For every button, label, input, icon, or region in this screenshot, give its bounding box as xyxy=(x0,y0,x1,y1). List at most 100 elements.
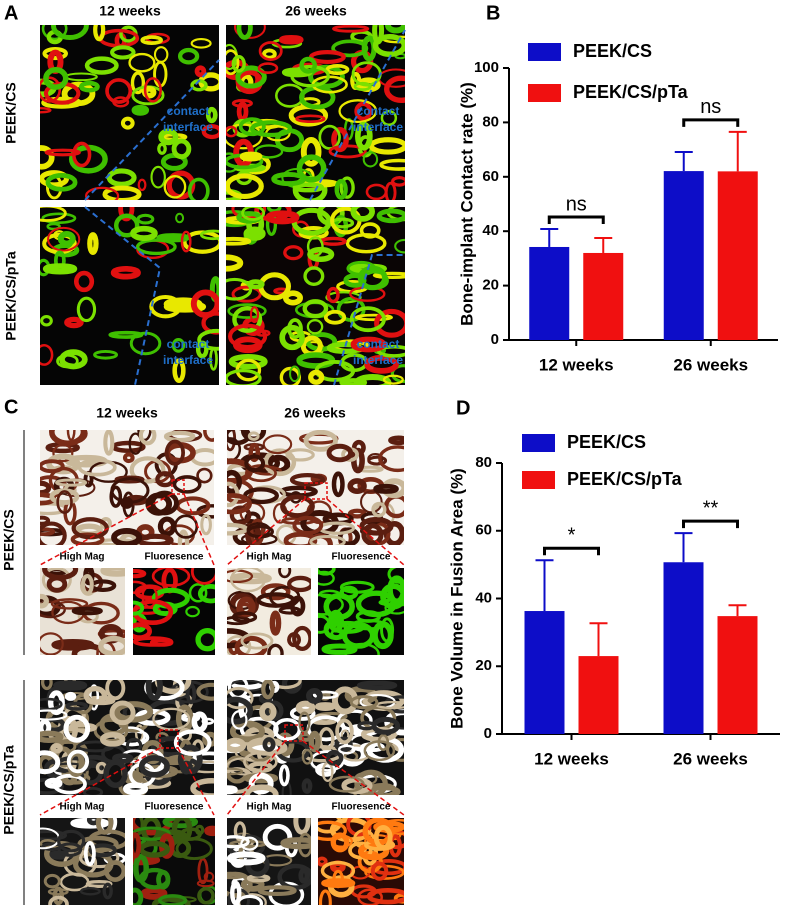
texture-blob xyxy=(41,25,68,41)
texture-blob xyxy=(376,208,405,224)
texture-blob xyxy=(57,829,86,853)
texture-blob xyxy=(40,680,53,691)
texture-blob xyxy=(55,478,88,487)
texture xyxy=(40,568,125,655)
texture-blob xyxy=(363,740,396,762)
texture-blob xyxy=(233,821,247,842)
texture-blob xyxy=(266,207,282,213)
bar xyxy=(663,562,704,734)
texture-blob xyxy=(366,887,404,905)
texture-blob xyxy=(349,695,379,710)
texture-blob xyxy=(290,64,330,88)
texture-blob xyxy=(179,827,202,841)
texture-blob xyxy=(334,178,348,200)
texture-blob xyxy=(287,575,311,593)
y-tick-label: 80 xyxy=(482,113,499,130)
texture-blob xyxy=(50,742,63,754)
texture-blob xyxy=(306,687,323,704)
texture-blob xyxy=(209,347,218,371)
inset-label: High Mag xyxy=(60,552,105,563)
texture-blob xyxy=(177,529,190,545)
texture-blob xyxy=(102,185,142,200)
texture-blob xyxy=(227,871,246,880)
column-label: 12 weeks xyxy=(96,405,158,421)
texture-blob xyxy=(306,319,324,335)
texture-blob xyxy=(262,823,293,851)
legend-swatch xyxy=(522,471,555,489)
row-label: PEEK/CS/pTa xyxy=(1,745,17,834)
texture-blob xyxy=(243,226,266,241)
texture-blob xyxy=(283,245,304,261)
texture-blob xyxy=(163,430,196,443)
texture-blob xyxy=(42,263,78,275)
texture-blob xyxy=(373,824,393,850)
texture-blob xyxy=(285,448,315,462)
texture-blob xyxy=(106,168,137,187)
inset-label: High Mag xyxy=(247,552,292,563)
micrograph xyxy=(40,207,219,385)
x-tick-label: 12 weeks xyxy=(534,749,609,768)
texture-blob xyxy=(133,853,149,883)
texture-blob xyxy=(190,778,214,795)
texture-blob xyxy=(248,772,274,795)
texture-blob xyxy=(53,680,88,691)
texture-blob xyxy=(255,329,271,337)
texture-blob xyxy=(138,840,171,858)
texture-blob xyxy=(240,836,259,851)
texture-blob xyxy=(321,643,358,655)
texture-blob xyxy=(382,374,404,385)
texture-blob xyxy=(386,737,404,762)
texture-blob xyxy=(70,532,105,545)
texture-blob xyxy=(226,49,240,76)
texture-blob xyxy=(102,882,113,900)
texture-blob xyxy=(247,431,260,441)
texture-blob xyxy=(226,368,262,385)
texture-blob xyxy=(258,41,283,61)
micrograph xyxy=(227,568,311,655)
texture-blob xyxy=(267,643,284,655)
texture-blob xyxy=(231,611,258,623)
zoom-line xyxy=(183,493,215,566)
y-axis-label: Bone Volume in Fusion Area (%) xyxy=(447,468,466,729)
texture-blob xyxy=(249,306,260,324)
texture-blob xyxy=(197,328,219,351)
x-tick-label: 26 weeks xyxy=(673,749,748,768)
y-tick-label: 20 xyxy=(475,657,492,674)
texture-blob xyxy=(108,330,144,339)
texture-blob xyxy=(50,25,89,40)
texture-blob xyxy=(257,885,297,897)
texture-blob xyxy=(309,535,346,545)
texture-blob xyxy=(162,818,199,829)
texture-blob xyxy=(236,25,253,40)
texture-blob xyxy=(105,680,126,701)
texture-blob xyxy=(138,755,170,778)
texture-blob xyxy=(262,48,277,60)
zoom-line xyxy=(226,498,306,566)
annotation: interface xyxy=(353,120,403,134)
texture-blob xyxy=(135,238,177,256)
inset-label: Fluoresence xyxy=(145,802,204,813)
texture-blob xyxy=(42,47,68,61)
texture-blob xyxy=(299,85,336,110)
texture-blob xyxy=(130,71,146,95)
texture-blob xyxy=(308,369,325,385)
texture-blob xyxy=(199,229,219,241)
micrograph xyxy=(40,25,219,200)
texture-blob xyxy=(103,430,115,456)
texture-blob xyxy=(156,233,191,243)
texture-blob xyxy=(353,81,372,92)
texture-blob xyxy=(367,453,384,465)
texture-blob xyxy=(318,818,343,834)
panel-label: A xyxy=(4,2,18,24)
texture-blob xyxy=(46,222,61,231)
significance-bracket xyxy=(543,546,600,556)
texture-blob xyxy=(279,324,305,351)
texture-blob xyxy=(244,454,266,473)
texture-blob xyxy=(391,176,405,187)
texture-blob xyxy=(364,354,399,374)
texture-blob xyxy=(227,686,254,710)
texture-blob xyxy=(229,505,252,525)
texture-blob xyxy=(380,109,398,127)
micrograph xyxy=(318,818,404,905)
